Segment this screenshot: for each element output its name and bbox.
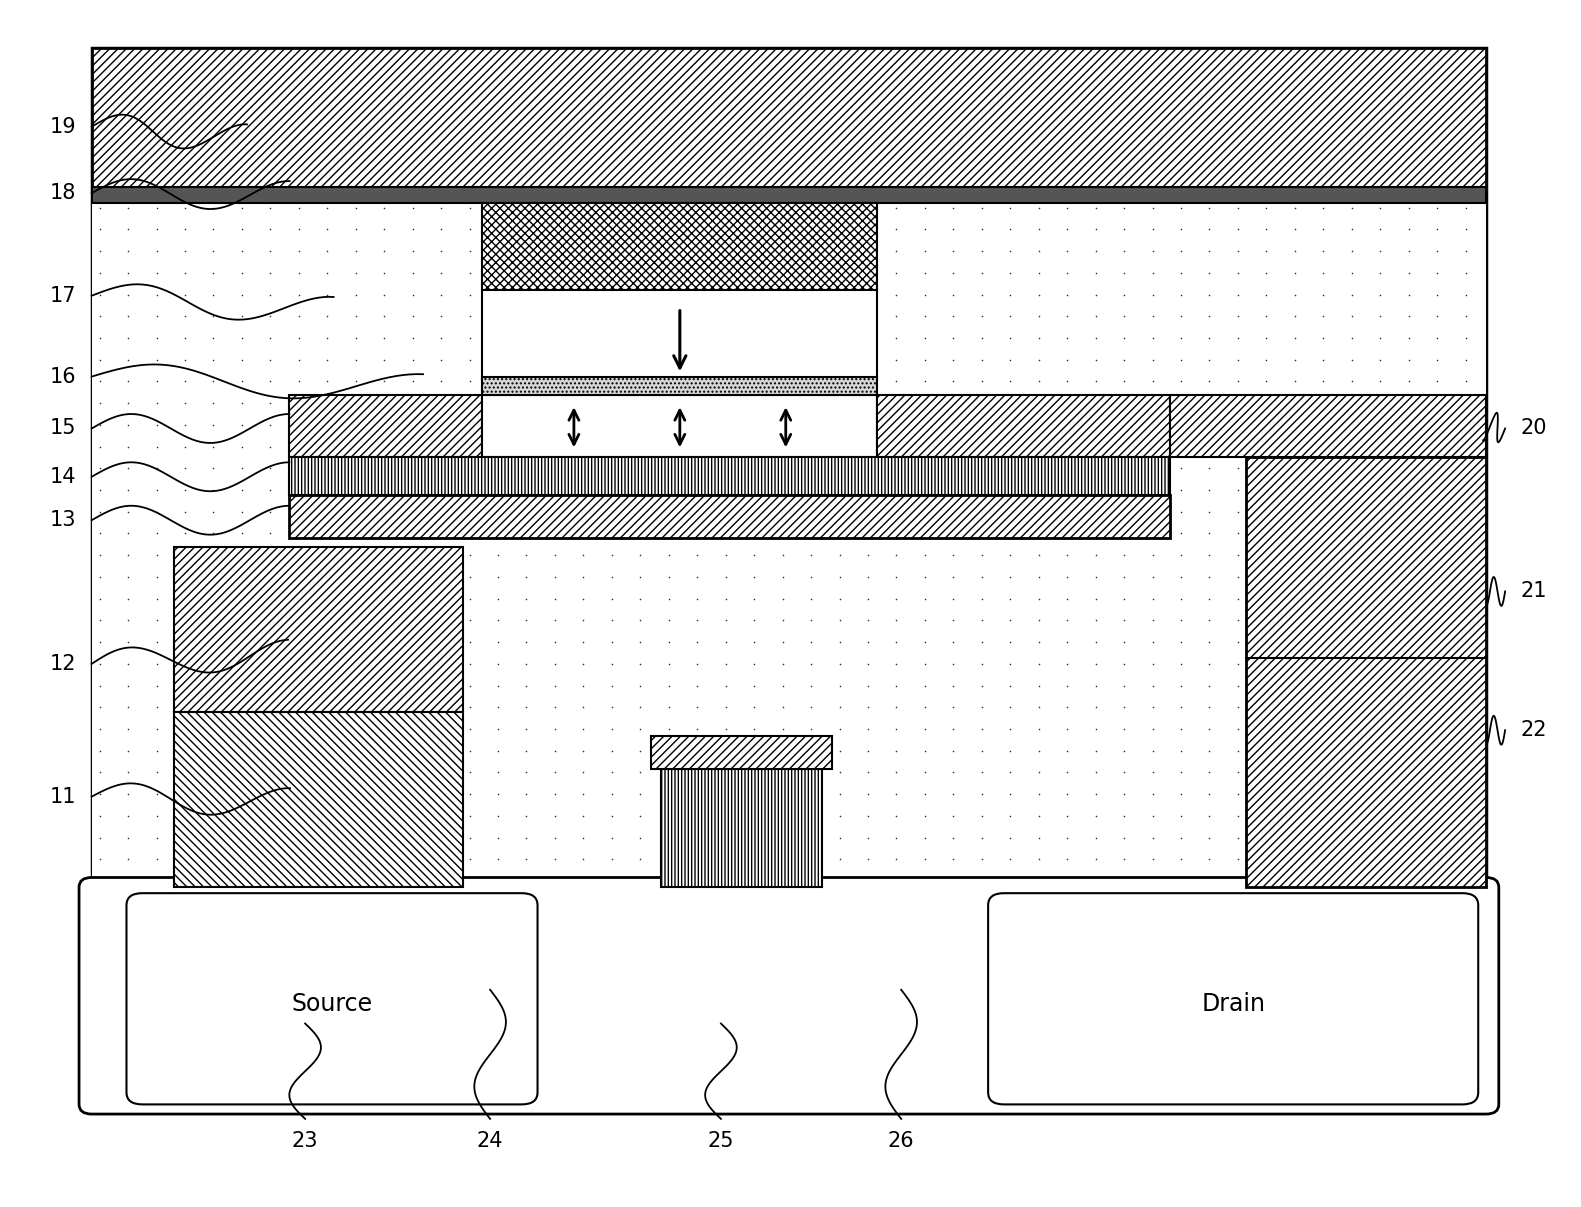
Bar (482, 377, 877, 395)
Text: 12: 12 (51, 654, 76, 674)
Bar (289, 395, 482, 457)
Bar (289, 495, 1170, 538)
Text: 16: 16 (51, 367, 76, 386)
Text: 17: 17 (51, 286, 76, 305)
FancyBboxPatch shape (988, 893, 1478, 1104)
Text: 18: 18 (51, 183, 76, 203)
Bar (1246, 457, 1486, 887)
Text: 25: 25 (708, 1131, 734, 1150)
Bar (92, 48, 1486, 187)
Bar (174, 712, 463, 887)
Text: 21: 21 (1521, 582, 1546, 601)
Text: 14: 14 (51, 467, 76, 486)
Bar (92, 193, 1486, 887)
Text: 23: 23 (292, 1131, 318, 1150)
Text: 13: 13 (51, 511, 76, 530)
Text: 15: 15 (51, 419, 76, 438)
Text: 19: 19 (51, 117, 76, 136)
FancyBboxPatch shape (126, 893, 538, 1104)
Bar (1170, 395, 1486, 457)
FancyBboxPatch shape (79, 877, 1499, 1114)
Text: Source: Source (291, 992, 373, 1016)
Bar (174, 547, 463, 712)
Bar (289, 457, 1170, 495)
Text: 11: 11 (51, 787, 76, 806)
Bar (92, 48, 1486, 1104)
Text: 24: 24 (477, 1131, 503, 1150)
Bar (95, 881, 1483, 893)
Text: Drain: Drain (1202, 992, 1265, 1016)
Bar (92, 187, 1486, 203)
Bar (877, 395, 1170, 457)
Bar (482, 395, 877, 457)
Text: 22: 22 (1521, 721, 1546, 740)
Bar (482, 290, 877, 380)
Bar (482, 203, 877, 290)
Bar (661, 769, 822, 887)
Text: 26: 26 (889, 1131, 914, 1150)
Bar (651, 736, 832, 769)
Text: 20: 20 (1521, 419, 1546, 438)
